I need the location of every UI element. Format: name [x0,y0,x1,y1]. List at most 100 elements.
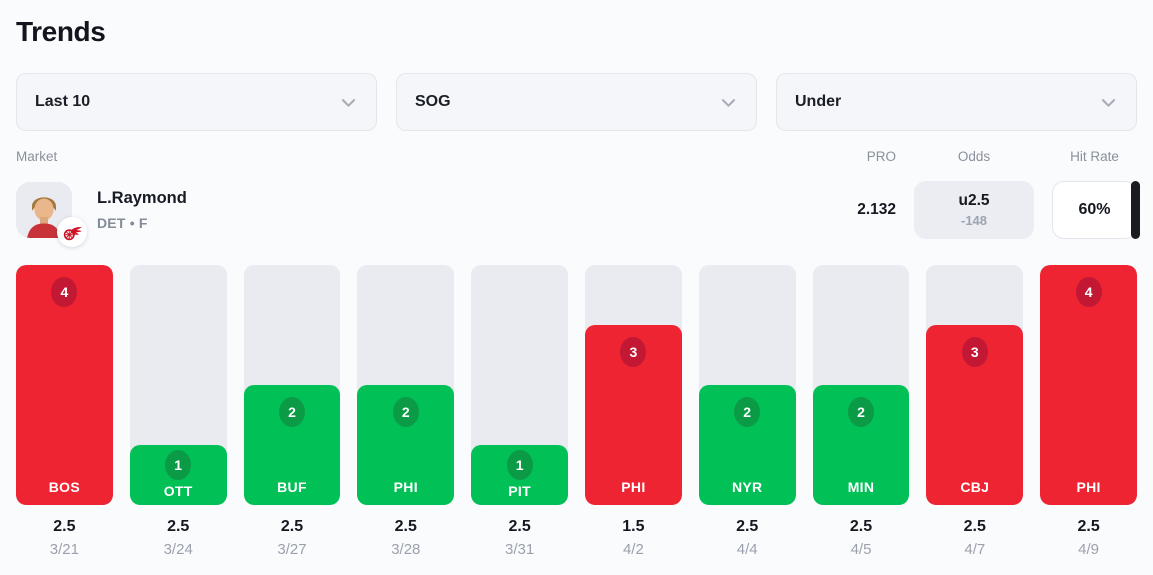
game-column: 1 OTT 2.5 3/24 [129,265,227,558]
game-bar-track: 3 PHI [585,265,682,505]
opponent-label: NYR [731,479,763,495]
game-bar: 3 PHI [585,325,682,505]
game-column: 2 NYR 2.5 4/4 [698,265,796,558]
value-badge: 2 [734,397,761,427]
line-value: 2.5 [736,518,759,535]
game-date: 3/21 [49,541,79,558]
odds-price: -148 [960,213,988,228]
line-value: 2.5 [167,518,190,535]
dropdown-value: Under [795,93,842,110]
game-bar-track: 1 PIT [471,265,568,505]
line-value: 2.5 [963,518,986,535]
value-badge: 1 [165,450,192,480]
game-date: 4/5 [850,541,872,558]
opponent-label: CBJ [960,479,990,495]
game-date: 3/24 [163,541,193,558]
hit-rate-value: 60% [1078,201,1111,218]
games-bar-chart: 4 BOS 2.5 3/21 1 OTT 2.5 3/24 2 BUF 2.5 … [16,265,1137,558]
game-bar-track: 3 CBJ [926,265,1024,505]
header-pro: PRO [866,149,896,164]
value-badge: 4 [51,277,78,307]
chevron-down-icon [339,93,358,112]
trends-panel: Trends Last 10 SOG Under Market PRO Odds… [16,16,1140,558]
game-date: 3/31 [504,541,535,558]
pro-projection-value: 2.132 [857,201,896,218]
value-badge: 2 [278,397,305,427]
game-date: 4/2 [622,541,644,558]
game-column: 4 BOS 2.5 3/21 [16,265,113,558]
game-date: 3/28 [391,541,421,558]
game-date: 4/9 [1078,541,1100,558]
game-bar-track: 2 PHI [357,265,455,505]
game-date: 4/4 [736,541,758,558]
header-hit-rate: Hit Rate [1070,149,1119,164]
hit-rate-button[interactable]: 60% [1052,181,1140,239]
odds-line: u2.5 [958,192,990,209]
line-value: 2.5 [53,518,76,535]
header-odds: Odds [957,149,991,164]
game-bar-track: 2 MIN [812,265,910,505]
game-column: 2 BUF 2.5 3/27 [243,265,341,558]
game-bar-track: 2 BUF [243,265,341,505]
page-title: Trends [16,16,106,47]
game-bar: 4 PHI [1040,265,1137,505]
opponent-label: PHI [1076,479,1101,495]
game-bar: 1 PIT [471,445,568,505]
game-bar: 4 BOS [16,265,113,505]
dropdown-value: SOG [415,93,451,110]
chevron-down-icon [1099,93,1118,112]
chevron-down-icon [719,93,738,112]
hit-rate-indicator-bar [1131,181,1140,239]
game-column: 3 PHI 1.5 4/2 [585,265,682,558]
line-value: 2.5 [394,518,417,535]
game-column: 2 PHI 2.5 3/28 [357,265,455,558]
opponent-label: MIN [847,479,875,495]
game-column: 2 MIN 2.5 4/5 [812,265,910,558]
avatar [16,182,72,238]
opponent-label: PHI [621,479,646,495]
game-bar: 1 OTT [129,445,227,505]
player-name: L.Raymond [97,189,187,207]
red-wings-logo-icon [57,217,87,247]
opponent-label: PHI [393,479,418,495]
opponent-label: BOS [48,479,81,495]
dropdown-stat-type[interactable]: SOG [396,73,757,131]
game-bar-track: 2 NYR [698,265,796,505]
dropdown-over-under[interactable]: Under [776,73,1137,131]
value-badge: 3 [620,337,647,367]
line-value: 2.5 [1077,518,1100,535]
game-column: 3 CBJ 2.5 4/7 [926,265,1024,558]
value-badge: 2 [847,397,874,427]
line-value: 2.5 [849,518,873,535]
odds-button[interactable]: u2.5 -148 [914,181,1034,239]
dropdown-game-window[interactable]: Last 10 [16,73,377,131]
filter-bar: Last 10 SOG Under [16,73,1137,131]
value-badge: 2 [392,397,419,427]
game-bar-track: 1 OTT [129,265,227,505]
game-date: 3/27 [277,541,307,558]
game-bar: 2 PHI [357,385,455,505]
line-value: 2.5 [280,518,304,535]
header-market: Market [16,149,58,164]
value-badge: 4 [1075,277,1102,307]
game-bar-track: 4 BOS [16,265,113,505]
game-bar-track: 4 PHI [1040,265,1137,505]
game-date: 4/7 [964,541,986,558]
opponent-label: BUF [277,479,307,495]
value-badge: 3 [961,337,988,367]
opponent-label: PIT [508,483,531,499]
opponent-label: OTT [163,483,193,499]
game-column: 1 PIT 2.5 3/31 [471,265,568,558]
line-value: 2.5 [508,518,531,535]
game-bar: 3 CBJ [926,325,1024,505]
game-bar: 2 NYR [698,385,796,505]
game-column: 4 PHI 2.5 4/9 [1040,265,1137,558]
table-header-row: Market PRO Odds Hit Rate [16,149,1137,164]
game-bar: 2 MIN [812,385,910,505]
dropdown-value: Last 10 [35,93,91,110]
line-value: 1.5 [622,518,645,535]
player-team-position: DET • F [97,215,148,231]
market-row[interactable]: L.Raymond DET • F 2.132 u2.5 -148 60% [16,181,1140,247]
game-bar: 2 BUF [243,385,341,505]
value-badge: 1 [506,450,533,480]
